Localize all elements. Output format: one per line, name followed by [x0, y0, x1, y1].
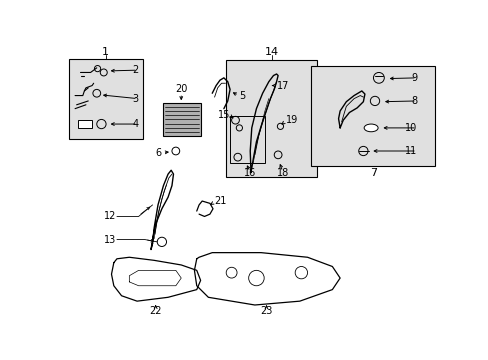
Text: 5: 5 — [239, 91, 245, 100]
Ellipse shape — [364, 124, 377, 132]
Text: 16: 16 — [244, 167, 256, 177]
Text: 20: 20 — [175, 84, 187, 94]
Bar — [78, 120, 92, 128]
Bar — [226, 60, 316, 177]
Text: 1: 1 — [102, 48, 109, 58]
Text: 2: 2 — [132, 65, 138, 75]
Text: 12: 12 — [103, 211, 116, 221]
Text: 13: 13 — [103, 235, 116, 244]
Text: 8: 8 — [411, 96, 417, 106]
Text: 23: 23 — [260, 306, 272, 316]
Text: 17: 17 — [276, 81, 288, 91]
Text: 9: 9 — [411, 73, 417, 83]
Text: 22: 22 — [149, 306, 162, 316]
Text: 7: 7 — [369, 167, 376, 177]
Polygon shape — [194, 253, 340, 305]
Polygon shape — [111, 257, 200, 301]
Text: 14: 14 — [264, 48, 278, 58]
Text: 19: 19 — [285, 115, 298, 125]
Bar — [311, 66, 434, 166]
Text: 11: 11 — [405, 146, 417, 156]
Bar — [163, 103, 200, 136]
Text: 10: 10 — [405, 123, 417, 133]
Text: 15: 15 — [217, 110, 230, 120]
Bar — [230, 116, 264, 163]
Text: 4: 4 — [132, 119, 138, 129]
Text: 18: 18 — [276, 167, 288, 177]
Text: 21: 21 — [214, 196, 226, 206]
Bar — [69, 59, 142, 139]
Text: 3: 3 — [132, 94, 138, 104]
Text: 6: 6 — [156, 148, 162, 158]
